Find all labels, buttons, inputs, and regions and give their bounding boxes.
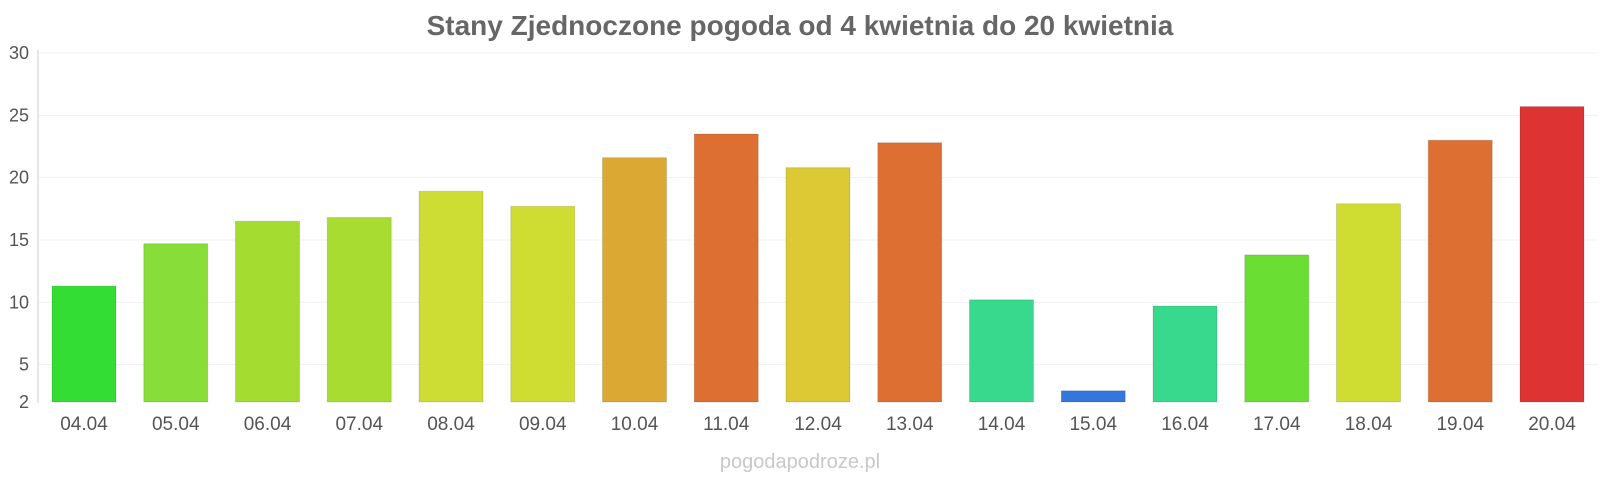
- bars: [51, 106, 1585, 403]
- bar-15.04: [1060, 390, 1126, 403]
- y-tick-label: 10: [9, 292, 29, 312]
- x-tick-label: 10.04: [611, 414, 659, 435]
- x-tick-label: 19.04: [1436, 414, 1484, 435]
- bar-14.04: [969, 299, 1034, 403]
- bar-19.04: [1427, 139, 1493, 403]
- bar-13.04: [877, 142, 943, 403]
- x-tick-label: 07.04: [335, 414, 383, 435]
- bar-06.04: [235, 220, 300, 403]
- x-tick-label: 09.04: [519, 414, 567, 435]
- x-tick-label: 14.04: [978, 414, 1026, 435]
- x-tick-label: 08.04: [427, 414, 475, 435]
- y-tick-label: 2: [19, 392, 29, 412]
- bar-07.04: [326, 217, 392, 403]
- y-tick-label: 30: [9, 43, 29, 63]
- x-tick-label: 20.04: [1528, 414, 1576, 435]
- y-tick-label: 25: [9, 105, 29, 125]
- bar-10.04: [602, 157, 667, 403]
- bar-08.04: [418, 190, 484, 403]
- x-tick-label: 16.04: [1161, 414, 1209, 435]
- x-tick-label: 18.04: [1345, 414, 1393, 435]
- watermark: pogodapodroze.pl: [719, 451, 881, 473]
- x-tick-label: 04.04: [60, 414, 108, 435]
- bar-12.04: [785, 167, 851, 403]
- x-tick-label: 05.04: [152, 414, 200, 435]
- y-tick-label: 20: [9, 168, 29, 188]
- bar-18.04: [1336, 203, 1401, 403]
- x-tick-label: 11.04: [703, 414, 750, 435]
- bar-16.04: [1152, 305, 1218, 403]
- bar-04.04: [51, 285, 117, 403]
- x-tick-label: 06.04: [244, 414, 292, 435]
- x-tick-label: 15.04: [1069, 414, 1117, 435]
- x-axis-labels: 04.04 05.04 06.04 07.04 08.04 09.04 10.04 11.04…: [60, 414, 1576, 435]
- x-tick-label: 13.04: [886, 414, 934, 435]
- y-tick-label: 5: [19, 355, 29, 375]
- bar-11.04: [693, 133, 759, 403]
- bar-20.04: [1519, 106, 1585, 403]
- x-tick-label: 17.04: [1253, 414, 1301, 435]
- chart-title: Stany Zjednoczone pogoda od 4 kwietnia d…: [426, 10, 1174, 41]
- bar-05.04: [143, 243, 209, 403]
- x-tick-label: 12.04: [794, 414, 842, 435]
- y-tick-label: 15: [9, 230, 29, 250]
- bar-09.04: [510, 205, 576, 403]
- bar-17.04: [1244, 254, 1310, 403]
